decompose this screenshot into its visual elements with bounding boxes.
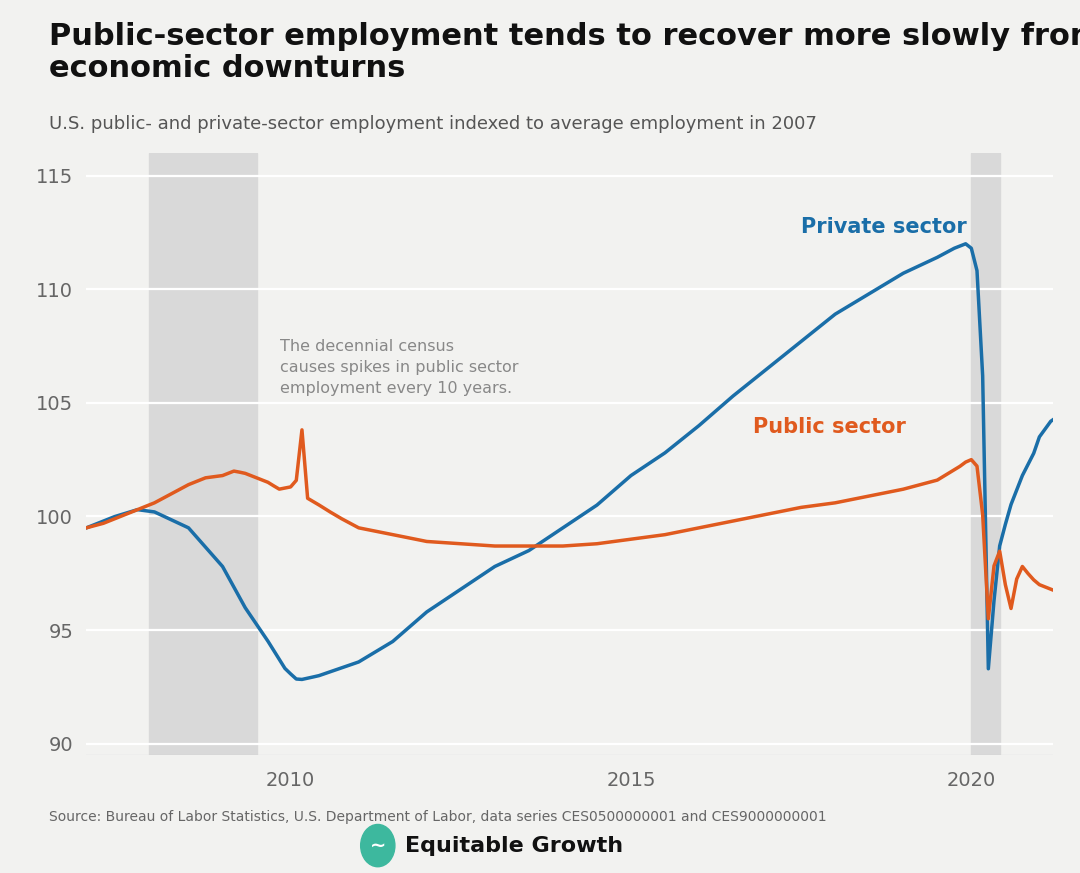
Bar [971,153,1000,755]
Text: ∼: ∼ [369,836,386,855]
Text: U.S. public- and private-sector employment indexed to average employment in 2007: U.S. public- and private-sector employme… [49,115,816,134]
Text: Source: Bureau of Labor Statistics, U.S. Department of Labor, data series CES050: Source: Bureau of Labor Statistics, U.S.… [49,810,826,824]
Circle shape [361,824,395,867]
Text: Equitable Growth: Equitable Growth [405,835,623,856]
Text: The decennial census
causes spikes in public sector
employment every 10 years.: The decennial census causes spikes in pu… [281,340,518,396]
Text: Private sector: Private sector [801,217,967,237]
Text: Public-sector employment tends to recover more slowly from
economic downturns: Public-sector employment tends to recove… [49,22,1080,83]
Bar [149,153,257,755]
Text: Public sector: Public sector [754,417,906,436]
